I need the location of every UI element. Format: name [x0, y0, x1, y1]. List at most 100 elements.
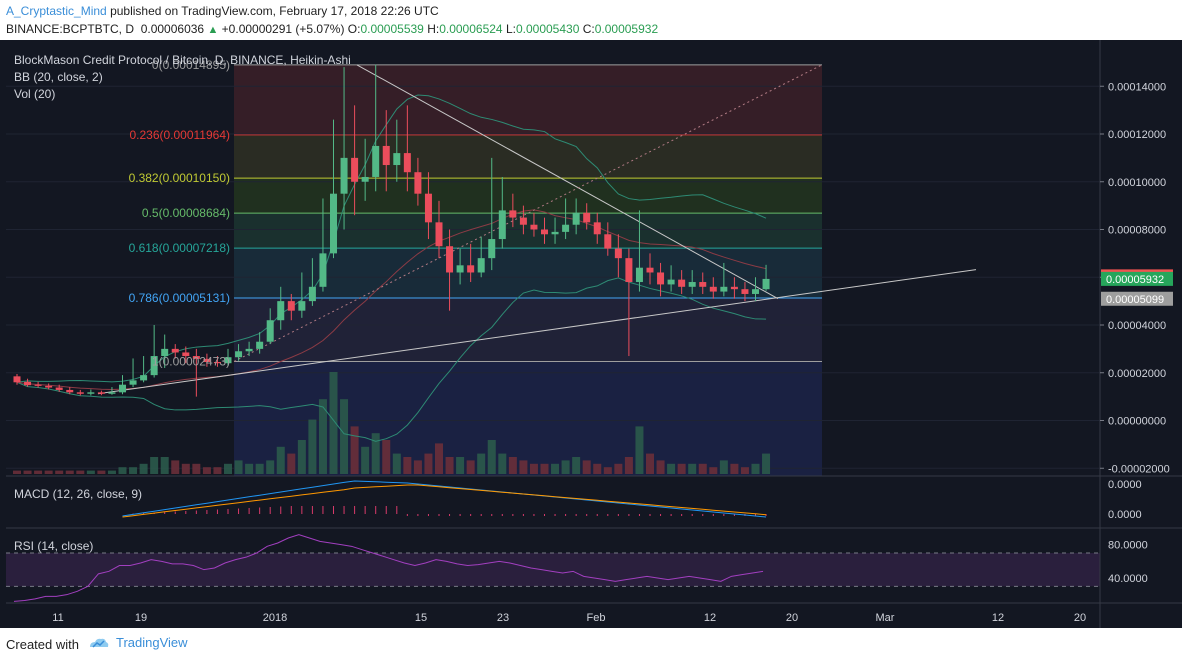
- candle-body[interactable]: [319, 253, 327, 287]
- fib-label: 0.618(0.00007218): [129, 241, 230, 255]
- candle-body[interactable]: [762, 278, 770, 290]
- candle-body[interactable]: [414, 172, 422, 194]
- candle-body[interactable]: [76, 392, 84, 394]
- candle-body[interactable]: [277, 301, 285, 321]
- candle-body[interactable]: [24, 381, 32, 386]
- candle-body[interactable]: [625, 258, 633, 283]
- candle-body[interactable]: [287, 301, 295, 311]
- volume-bar: [730, 463, 739, 474]
- candle-body[interactable]: [403, 153, 411, 173]
- chart-header: A_Cryptastic_Mind published on TradingVi…: [0, 0, 1182, 40]
- candle-body[interactable]: [657, 272, 665, 285]
- resistance-trendline[interactable]: [356, 64, 779, 300]
- candles[interactable]: [13, 64, 770, 397]
- time-tick-label: Feb: [587, 612, 606, 624]
- candle-body[interactable]: [752, 289, 759, 294]
- candle-body[interactable]: [87, 392, 95, 394]
- candle-body[interactable]: [192, 356, 200, 359]
- candle-body[interactable]: [593, 222, 601, 235]
- trend-lines[interactable]: [97, 64, 977, 395]
- candle-body[interactable]: [741, 289, 749, 294]
- candle-body[interactable]: [393, 153, 401, 166]
- volume-bar: [677, 463, 686, 474]
- candle-body[interactable]: [34, 384, 42, 386]
- candle-body[interactable]: [456, 265, 464, 273]
- candle-body[interactable]: [646, 267, 654, 273]
- volume-bar: [740, 467, 749, 474]
- candle-body[interactable]: [467, 265, 475, 273]
- candle-body[interactable]: [720, 286, 728, 292]
- candle-body[interactable]: [256, 341, 264, 349]
- volume-bar: [624, 457, 633, 474]
- candle-body[interactable]: [330, 193, 337, 254]
- support-trendline[interactable]: [97, 269, 977, 395]
- candle-body[interactable]: [119, 384, 126, 393]
- candle-body[interactable]: [340, 157, 348, 194]
- candle-body[interactable]: [583, 212, 591, 223]
- candle-body[interactable]: [245, 348, 253, 352]
- candle-body[interactable]: [13, 376, 21, 383]
- candle-body[interactable]: [66, 389, 74, 393]
- candle-body[interactable]: [140, 375, 148, 381]
- time-tick-label: 23: [497, 612, 509, 624]
- fib-label: 0.786(0.00005131): [129, 291, 230, 305]
- candle-body[interactable]: [477, 258, 485, 273]
- candle-body[interactable]: [678, 279, 686, 287]
- time-tick-label: 20: [1074, 612, 1086, 624]
- candle-body[interactable]: [150, 356, 158, 376]
- candle-body[interactable]: [699, 282, 707, 287]
- candle-body[interactable]: [562, 224, 570, 232]
- candle-body[interactable]: [161, 348, 169, 357]
- candle-body[interactable]: [308, 286, 316, 302]
- rsi-pane[interactable]: 80.0000 40.0000: [6, 534, 1148, 602]
- macd-pane[interactable]: 0.0000 0.0000: [122, 479, 1142, 521]
- candle-body[interactable]: [171, 348, 179, 353]
- volume-bar: [719, 460, 728, 474]
- candle-body[interactable]: [572, 212, 580, 225]
- candle-body[interactable]: [530, 224, 538, 230]
- candle-body[interactable]: [509, 210, 517, 218]
- axes[interactable]: 0.00014000 0.00012000 0.00010000 0.00008000…: [6, 40, 1182, 628]
- volume-bar: [224, 463, 232, 474]
- candle-body[interactable]: [488, 239, 496, 259]
- candle-body[interactable]: [498, 210, 506, 240]
- candle-body[interactable]: [730, 286, 738, 290]
- candle-body[interactable]: [55, 387, 63, 390]
- candle-body[interactable]: [235, 351, 243, 358]
- candle-body[interactable]: [541, 229, 548, 235]
- volume-bar: [445, 457, 454, 474]
- candle-body[interactable]: [266, 320, 274, 342]
- candle-body[interactable]: [298, 301, 306, 311]
- candle-body[interactable]: [604, 234, 612, 249]
- candle-body[interactable]: [224, 357, 232, 364]
- fib-zone: [234, 64, 822, 135]
- candle-body[interactable]: [435, 222, 443, 247]
- tradingview-brand-link[interactable]: TradingView: [88, 635, 188, 650]
- volume-bar: [213, 467, 222, 474]
- candle-body[interactable]: [667, 279, 675, 285]
- candle-body[interactable]: [519, 217, 527, 225]
- candle-body[interactable]: [446, 246, 454, 273]
- candle-body[interactable]: [108, 392, 116, 394]
- author-link[interactable]: A_Cryptastic_Mind: [6, 4, 107, 18]
- candle-body[interactable]: [382, 145, 390, 166]
- volume-bar: [392, 453, 401, 474]
- candle-body[interactable]: [372, 145, 380, 177]
- volume-bar: [487, 440, 496, 474]
- candle-body[interactable]: [351, 157, 359, 182]
- candle-body[interactable]: [688, 282, 696, 287]
- candle-body[interactable]: [203, 358, 211, 363]
- candle-body[interactable]: [635, 267, 643, 283]
- candle-body[interactable]: [45, 385, 53, 388]
- candle-body[interactable]: [97, 392, 105, 394]
- chart-canvas[interactable]: 0(0.00014895) 0.236(0.00011964) 0.382(0.00…: [0, 40, 1182, 628]
- candle-body[interactable]: [551, 231, 559, 235]
- candle-body[interactable]: [361, 176, 369, 182]
- candle-body[interactable]: [213, 362, 221, 364]
- candle-body[interactable]: [614, 248, 622, 259]
- candle-body[interactable]: [709, 286, 717, 292]
- volume-bar: [97, 470, 106, 474]
- candle-body[interactable]: [424, 193, 432, 223]
- candle-body[interactable]: [182, 352, 190, 357]
- candle-body[interactable]: [129, 380, 137, 385]
